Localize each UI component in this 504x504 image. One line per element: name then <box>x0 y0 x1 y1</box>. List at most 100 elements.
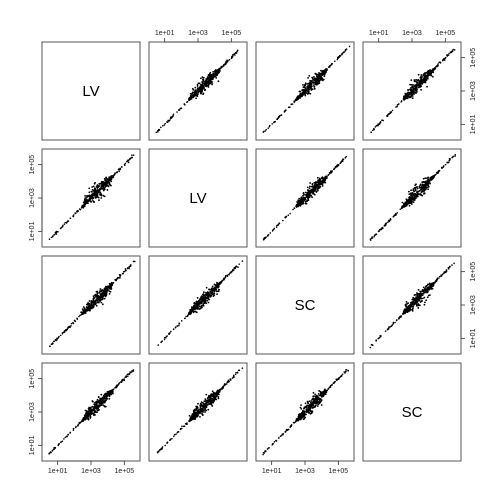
diagonal-variable-label: LV <box>82 83 99 100</box>
point-418 <box>118 170 121 173</box>
point-354 <box>104 399 107 402</box>
point-370 <box>311 85 313 88</box>
point-100 <box>178 322 181 325</box>
panel-r3-c2 <box>148 255 248 355</box>
point-367 <box>211 289 214 292</box>
point-90 <box>53 446 55 449</box>
point-74 <box>386 114 388 117</box>
point-384 <box>305 194 308 197</box>
point-282 <box>410 79 413 81</box>
point-77 <box>160 447 163 450</box>
point-212 <box>425 285 428 287</box>
point-418 <box>446 55 449 57</box>
point-320 <box>196 87 199 90</box>
point-279 <box>207 301 210 304</box>
point-344 <box>306 85 309 88</box>
point-335 <box>307 91 310 94</box>
point-416 <box>131 156 134 159</box>
point-105 <box>271 123 274 125</box>
point-205 <box>420 74 423 76</box>
point-233 <box>317 396 320 399</box>
point-414 <box>438 169 440 172</box>
point-48 <box>289 212 291 215</box>
point-67 <box>334 60 336 63</box>
point-274 <box>310 185 313 188</box>
point-209 <box>405 301 408 303</box>
point-48 <box>63 438 65 440</box>
point-43 <box>157 344 160 346</box>
point-382 <box>422 187 425 190</box>
point-133 <box>218 288 220 291</box>
point-47 <box>72 427 75 430</box>
point-276 <box>415 183 417 186</box>
point-103 <box>58 443 60 446</box>
point-399 <box>201 89 203 92</box>
point-318 <box>86 303 89 306</box>
point-408 <box>100 296 103 299</box>
point-327 <box>193 302 196 305</box>
point-397 <box>88 199 91 202</box>
point-396 <box>202 93 204 95</box>
point-24 <box>219 388 222 390</box>
point-376 <box>96 294 99 297</box>
point-392 <box>423 189 426 192</box>
point-88 <box>57 444 60 447</box>
point-56 <box>378 123 381 125</box>
point-83 <box>226 60 229 63</box>
point-271 <box>91 186 94 188</box>
point-339 <box>415 88 418 91</box>
point-394 <box>82 419 84 422</box>
point-155 <box>320 404 323 406</box>
point-417 <box>224 62 227 64</box>
point-409 <box>206 401 208 404</box>
point-384 <box>85 411 88 414</box>
point-46 <box>268 125 271 128</box>
point-109 <box>230 270 233 273</box>
point-414 <box>116 384 119 387</box>
point-413 <box>131 154 133 156</box>
point-399 <box>298 197 301 200</box>
point-149 <box>313 75 315 78</box>
point-400 <box>211 77 213 80</box>
point-420 <box>226 59 228 62</box>
point-345 <box>195 413 198 416</box>
point-375 <box>217 70 219 73</box>
point-401 <box>105 285 107 288</box>
point-84 <box>182 425 185 428</box>
point-63 <box>170 330 172 333</box>
point-96 <box>384 330 387 332</box>
point-387 <box>309 80 312 83</box>
point-335 <box>105 176 107 179</box>
point-404 <box>194 414 196 416</box>
scatter-points <box>262 155 348 241</box>
point-372 <box>307 88 310 91</box>
point-412 <box>241 260 244 262</box>
point-326 <box>194 89 197 92</box>
point-366 <box>97 186 100 189</box>
point-88 <box>377 123 380 125</box>
point-74 <box>166 441 169 443</box>
point-15 <box>265 128 268 131</box>
point-421 <box>443 271 445 273</box>
point-401 <box>210 400 213 403</box>
point-402 <box>107 394 110 397</box>
point-25 <box>377 230 380 233</box>
panel-r1-c1: LV <box>41 41 141 141</box>
point-396 <box>319 78 322 81</box>
point-94 <box>229 378 232 381</box>
point-47 <box>172 113 175 116</box>
point-109 <box>166 121 169 124</box>
point-402 <box>417 296 419 299</box>
point-335 <box>414 188 417 190</box>
point-414 <box>453 262 455 265</box>
point-107 <box>337 164 340 166</box>
point-382 <box>405 308 408 311</box>
point-239 <box>312 391 315 394</box>
point-423 <box>219 70 221 72</box>
point-314 <box>304 87 307 90</box>
point-360 <box>305 88 307 91</box>
point-381 <box>307 198 310 201</box>
point-423 <box>327 173 330 176</box>
point-170 <box>97 395 100 398</box>
point-402 <box>199 86 201 89</box>
